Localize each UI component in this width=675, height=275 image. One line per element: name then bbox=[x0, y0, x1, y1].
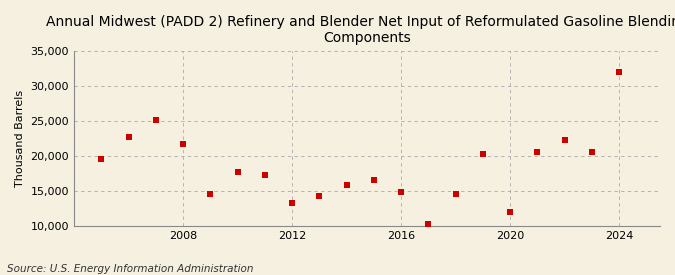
Point bbox=[532, 149, 543, 154]
Y-axis label: Thousand Barrels: Thousand Barrels bbox=[15, 90, 25, 187]
Point bbox=[205, 192, 216, 197]
Point bbox=[423, 222, 434, 226]
Point bbox=[369, 178, 379, 183]
Text: Source: U.S. Energy Information Administration: Source: U.S. Energy Information Administ… bbox=[7, 264, 253, 274]
Point bbox=[259, 173, 270, 178]
Point bbox=[559, 138, 570, 142]
Point bbox=[396, 189, 406, 194]
Point bbox=[314, 194, 325, 199]
Point bbox=[232, 170, 243, 174]
Point bbox=[587, 149, 597, 154]
Point bbox=[151, 118, 161, 122]
Point bbox=[123, 134, 134, 139]
Point bbox=[450, 191, 461, 196]
Point bbox=[614, 70, 624, 75]
Point bbox=[505, 210, 516, 214]
Title: Annual Midwest (PADD 2) Refinery and Blender Net Input of Reformulated Gasoline : Annual Midwest (PADD 2) Refinery and Ble… bbox=[46, 15, 675, 45]
Point bbox=[178, 142, 188, 146]
Point bbox=[96, 157, 107, 161]
Point bbox=[477, 152, 488, 156]
Point bbox=[341, 183, 352, 187]
Point bbox=[287, 200, 298, 205]
